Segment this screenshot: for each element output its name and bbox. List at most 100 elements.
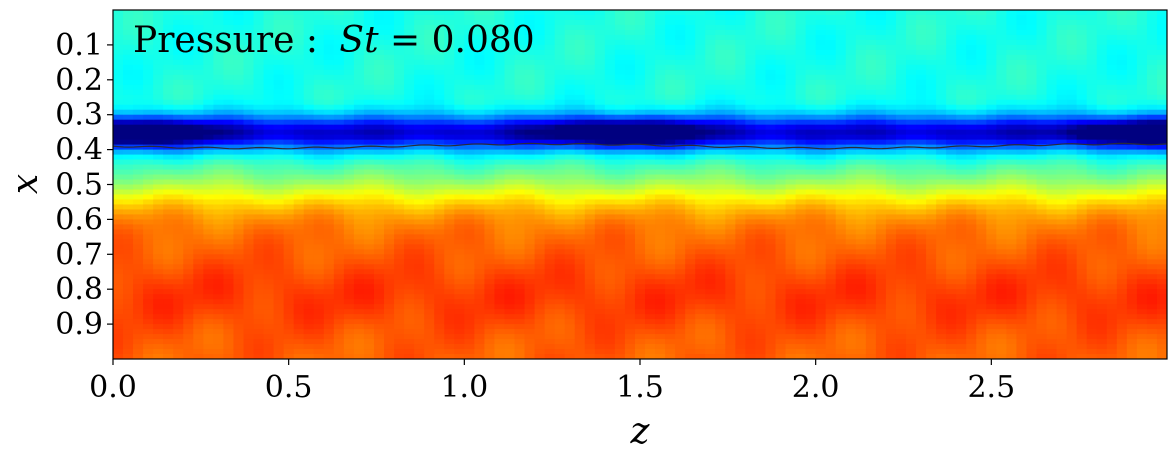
heatmap-cell [454,219,465,225]
heatmap-cell [173,14,184,21]
heatmap-cell [454,189,465,196]
heatmap-cell [363,74,375,81]
heatmap-cell [685,194,696,201]
heatmap-cell [283,294,295,300]
heatmap-cell [143,254,154,260]
heatmap-cell [624,349,636,355]
heatmap-cell [665,74,676,81]
heatmap-cell [655,69,666,76]
heatmap-cell [464,144,475,151]
heatmap-cell [504,10,516,16]
heatmap-cell [504,204,516,211]
heatmap-cell [163,334,174,340]
heatmap-cell [323,339,335,345]
heatmap-cell [293,179,305,186]
heatmap-cell [353,194,365,201]
heatmap-cell [624,279,636,285]
heatmap-cell [755,14,767,21]
heatmap-cell [755,149,767,156]
heatmap-cell [394,349,405,355]
heatmap-cell [353,179,365,186]
heatmap-cell [303,259,315,265]
heatmap-cell [253,214,265,220]
heatmap-cell [624,94,636,101]
heatmap-cell [183,289,194,295]
heatmap-cell [554,234,566,240]
heatmap-cell [665,279,676,285]
heatmap-cell [514,204,526,211]
heatmap-cell [273,139,285,146]
heatmap-cell [645,259,656,265]
heatmap-cell [534,44,546,51]
heatmap-cell [484,34,496,41]
heatmap-cell [323,10,335,16]
heatmap-cell [394,29,405,36]
heatmap-cell [675,329,686,335]
heatmap-cell [434,319,445,325]
heatmap-cell [183,209,194,216]
heatmap-cell [343,39,355,46]
heatmap-cell [795,24,807,31]
heatmap-cell [283,179,295,186]
heatmap-cell [243,219,255,225]
heatmap-cell [454,234,465,240]
heatmap-cell [113,294,124,300]
heatmap-cell [414,329,425,335]
heatmap-cell [564,309,576,315]
heatmap-cell [594,159,606,166]
heatmap-cell [715,69,726,76]
heatmap-cell [444,339,455,345]
heatmap-cell [313,109,325,116]
heatmap-cell [123,10,134,16]
heatmap-cell [474,199,486,206]
heatmap-cell [805,64,817,71]
heatmap-cell [444,289,455,295]
heatmap-cell [454,249,465,255]
heatmap-cell [805,234,817,240]
heatmap-cell [273,204,285,211]
heatmap-cell [313,349,325,355]
heatmap-cell [805,209,817,216]
heatmap-cell [183,54,194,61]
heatmap-cell [283,154,295,161]
heatmap-cell [514,159,526,166]
heatmap-cell [424,339,435,345]
heatmap-cell [665,114,676,121]
heatmap-cell [163,214,174,220]
heatmap-cell [544,299,556,305]
heatmap-cell [614,149,626,156]
heatmap-cell [163,89,174,96]
heatmap-cell [675,39,686,46]
heatmap-cell [514,139,526,146]
heatmap-cell [494,299,506,305]
heatmap-cell [183,344,194,350]
heatmap-cell [594,259,606,265]
heatmap-cell [785,59,797,66]
heatmap-cell [454,279,465,285]
heatmap-cell [394,284,405,290]
heatmap-cell [795,279,807,285]
heatmap-cell [343,74,355,81]
heatmap-cell [554,304,566,310]
heatmap-cell [233,299,245,305]
heatmap-cell [484,179,496,186]
heatmap-cell [444,219,455,225]
heatmap-cell [243,329,255,335]
heatmap-cell [504,169,516,176]
heatmap-cell [163,299,174,305]
heatmap-cell [785,304,797,310]
heatmap-cell [424,294,435,300]
heatmap-cell [193,229,204,235]
heatmap-cell [273,19,285,26]
heatmap-cell [434,199,445,206]
heatmap-cell [534,229,546,235]
heatmap-cell [253,244,265,250]
heatmap-cell [604,194,616,201]
heatmap-cell [725,129,736,136]
heatmap-cell [554,24,566,31]
heatmap-cell [494,14,506,21]
heatmap-cell [173,349,184,355]
heatmap-cell [173,29,184,36]
heatmap-cell [534,224,546,230]
heatmap-cell [243,339,255,345]
